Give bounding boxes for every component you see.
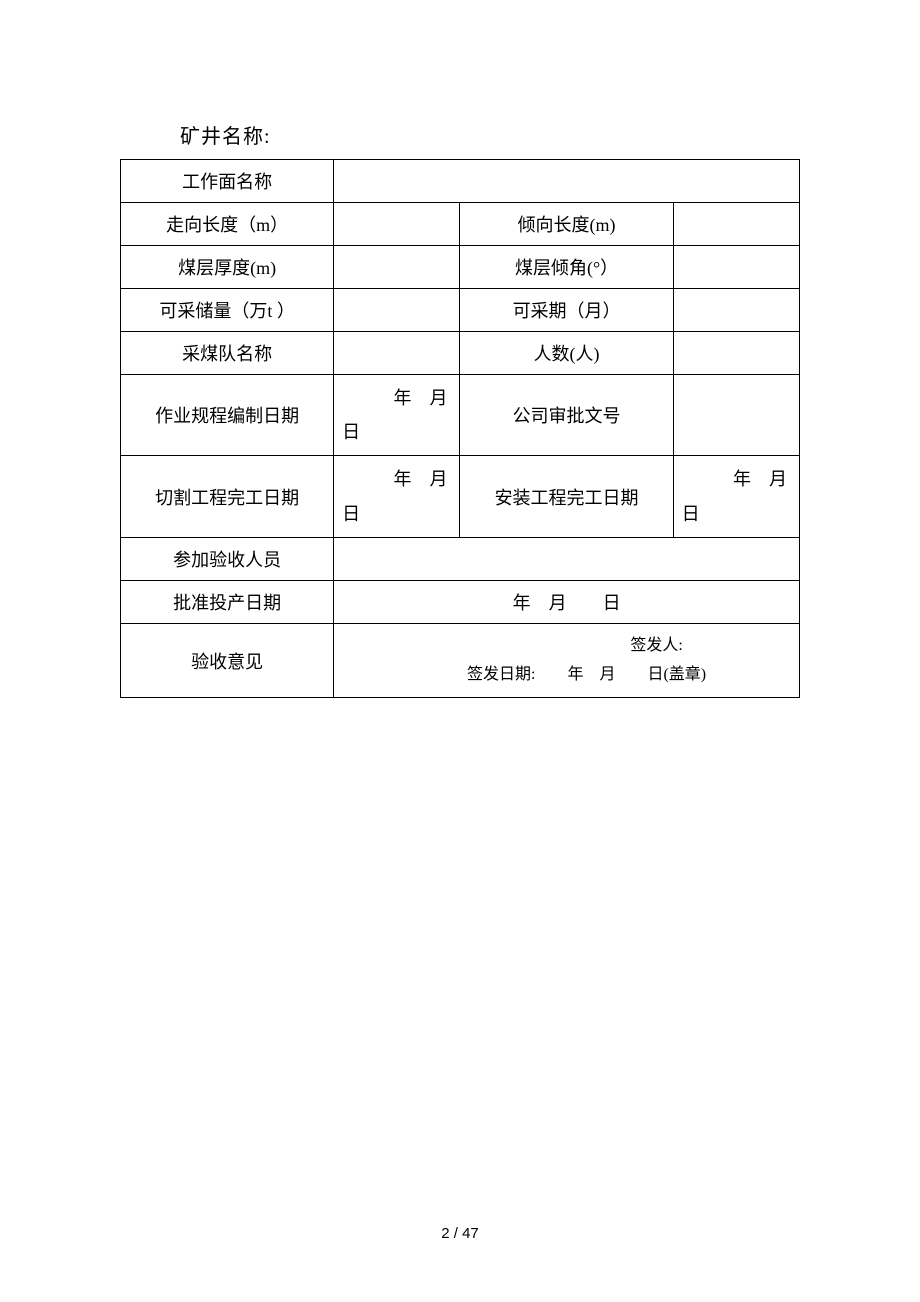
people-count-value bbox=[673, 332, 799, 375]
mining-period-label: 可采期（月） bbox=[460, 289, 673, 332]
table-row: 可采储量（万t ） 可采期（月） bbox=[121, 289, 800, 332]
installation-completion-value: 年 月 日 bbox=[673, 456, 799, 537]
table-row: 参加验收人员 bbox=[121, 537, 800, 580]
table-row: 批准投产日期 年 月 日 bbox=[121, 580, 800, 623]
date-d: 日 bbox=[342, 415, 451, 449]
dip-length-label: 倾向长度(m) bbox=[460, 203, 673, 246]
dip-length-value bbox=[673, 203, 799, 246]
approved-production-date-value: 年 月 日 bbox=[334, 580, 800, 623]
date-ym: 年 月 bbox=[682, 462, 791, 496]
acceptance-opinion-value: 签发人: 签发日期: 年 月 日(盖章) bbox=[334, 623, 800, 698]
team-name-label: 采煤队名称 bbox=[121, 332, 334, 375]
signer-label: 签发人: bbox=[344, 632, 789, 661]
acceptance-opinion-label: 验收意见 bbox=[121, 623, 334, 698]
cutting-completion-value: 年 月 日 bbox=[334, 456, 460, 537]
seam-thickness-label: 煤层厚度(m) bbox=[121, 246, 334, 289]
date-d: 日 bbox=[342, 497, 451, 531]
table-row: 切割工程完工日期 年 月 日 安装工程完工日期 年 月 日 bbox=[121, 456, 800, 537]
page-number: 2 / 47 bbox=[0, 1225, 920, 1242]
seam-angle-value bbox=[673, 246, 799, 289]
date-ym: 年 月 bbox=[342, 381, 451, 415]
form-table: 工作面名称 走向长度（m） 倾向长度(m) 煤层厚度(m) 煤层倾角(°） 可采… bbox=[120, 159, 800, 698]
table-row: 采煤队名称 人数(人) bbox=[121, 332, 800, 375]
procedure-date-label: 作业规程编制日期 bbox=[121, 375, 334, 456]
approval-number-value bbox=[673, 375, 799, 456]
approved-production-date-label: 批准投产日期 bbox=[121, 580, 334, 623]
workface-name-value bbox=[334, 160, 800, 203]
table-row: 验收意见 签发人: 签发日期: 年 月 日(盖章) bbox=[121, 623, 800, 698]
page-content: 矿井名称: 工作面名称 走向长度（m） 倾向长度(m) 煤层厚度(m) 煤层倾角… bbox=[0, 0, 920, 698]
inspectors-value bbox=[334, 537, 800, 580]
recoverable-reserves-label: 可采储量（万t ） bbox=[121, 289, 334, 332]
date-ym: 年 月 bbox=[342, 462, 451, 496]
table-row: 作业规程编制日期 年 月 日 公司审批文号 bbox=[121, 375, 800, 456]
people-count-label: 人数(人) bbox=[460, 332, 673, 375]
table-row: 走向长度（m） 倾向长度(m) bbox=[121, 203, 800, 246]
mine-name-label: 矿井名称: bbox=[180, 120, 800, 149]
strike-length-value bbox=[334, 203, 460, 246]
seam-angle-label: 煤层倾角(°） bbox=[460, 246, 673, 289]
mining-period-value bbox=[673, 289, 799, 332]
approval-number-label: 公司审批文号 bbox=[460, 375, 673, 456]
table-row: 煤层厚度(m) 煤层倾角(°） bbox=[121, 246, 800, 289]
inspectors-label: 参加验收人员 bbox=[121, 537, 334, 580]
strike-length-label: 走向长度（m） bbox=[121, 203, 334, 246]
team-name-value bbox=[334, 332, 460, 375]
sign-date-label: 签发日期: 年 月 日(盖章) bbox=[344, 661, 789, 690]
cutting-completion-label: 切割工程完工日期 bbox=[121, 456, 334, 537]
workface-name-label: 工作面名称 bbox=[121, 160, 334, 203]
recoverable-reserves-value bbox=[334, 289, 460, 332]
table-row: 工作面名称 bbox=[121, 160, 800, 203]
installation-completion-label: 安装工程完工日期 bbox=[460, 456, 673, 537]
procedure-date-value: 年 月 日 bbox=[334, 375, 460, 456]
date-d: 日 bbox=[682, 497, 791, 531]
seam-thickness-value bbox=[334, 246, 460, 289]
